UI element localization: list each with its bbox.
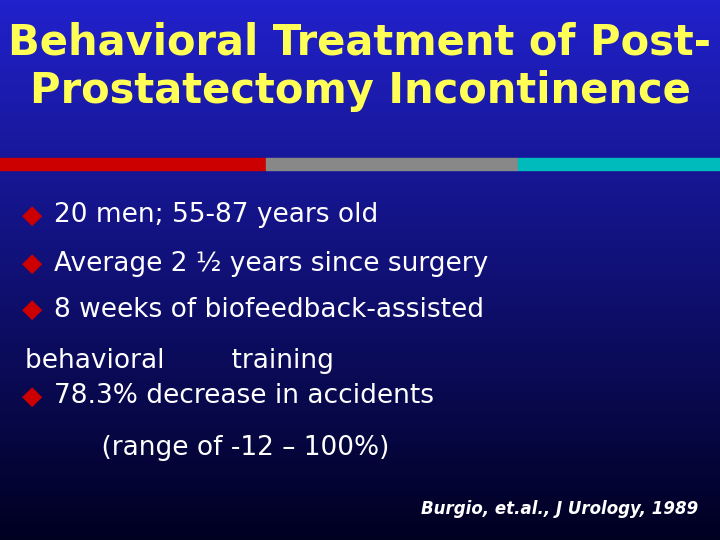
Text: ◆: ◆ <box>22 202 42 228</box>
Bar <box>266 158 518 170</box>
Text: behavioral        training: behavioral training <box>25 348 334 374</box>
Text: Average 2 ½ years since surgery: Average 2 ½ years since surgery <box>54 251 488 277</box>
Text: Behavioral Treatment of Post-
Prostatectomy Incontinence: Behavioral Treatment of Post- Prostatect… <box>9 22 711 112</box>
Text: 78.3% decrease in accidents: 78.3% decrease in accidents <box>54 383 434 409</box>
Bar <box>518 158 720 170</box>
Text: ◆: ◆ <box>22 251 42 277</box>
Text: Burgio, et.al., J Urology, 1989: Burgio, et.al., J Urology, 1989 <box>421 501 698 518</box>
Bar <box>0 158 266 170</box>
Text: ◆: ◆ <box>22 297 42 323</box>
Text: 8 weeks of biofeedback-assisted: 8 weeks of biofeedback-assisted <box>54 297 484 323</box>
Text: ◆: ◆ <box>22 383 42 409</box>
Text: 20 men; 55-87 years old: 20 men; 55-87 years old <box>54 202 378 228</box>
Text: (range of -12 – 100%): (range of -12 – 100%) <box>68 435 390 461</box>
